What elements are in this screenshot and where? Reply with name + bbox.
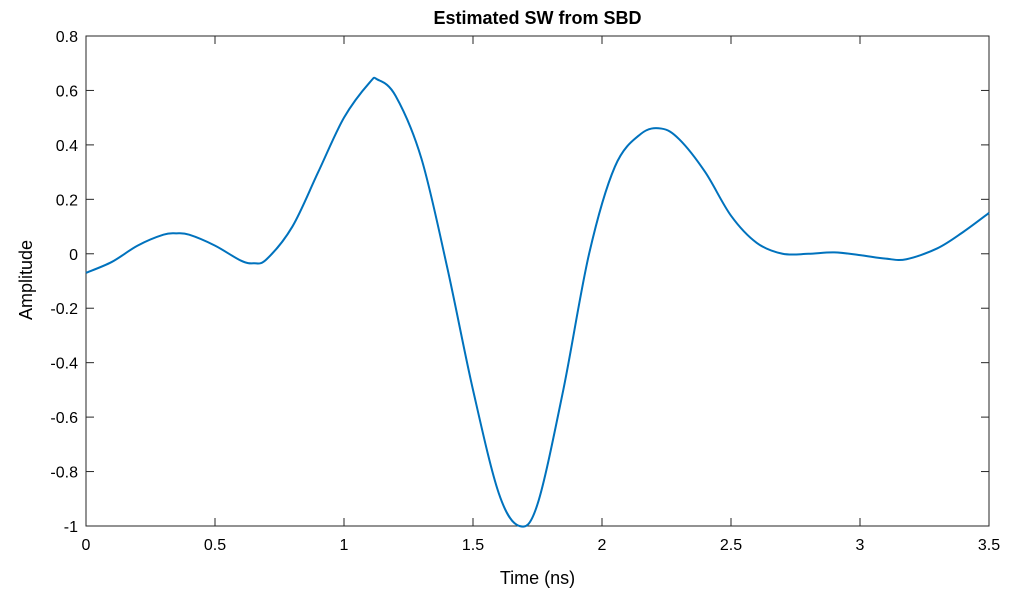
x-axis-label: Time (ns) [500, 568, 575, 588]
x-tick-label: 3 [856, 537, 865, 554]
x-tick-label: 3.5 [978, 537, 1000, 554]
x-tick-label: 1 [340, 537, 349, 554]
y-tick-label: -0.8 [50, 465, 78, 482]
y-tick-label: -0.4 [50, 356, 78, 373]
x-tick-label: 2.5 [720, 537, 742, 554]
y-tick-label: 0.4 [56, 138, 78, 155]
x-tick-label: 2 [598, 537, 607, 554]
chart-title: Estimated SW from SBD [433, 8, 641, 28]
y-tick-label: -0.2 [50, 301, 78, 318]
plot-area: 0 0.5 1 1.5 2 2.5 3 3.5 -1 -0.8 -0.6 -0.4 -0.2 0 0.2 0.… [50, 29, 1000, 554]
y-tick-label: -1 [64, 519, 78, 536]
axes-box [85, 35, 990, 527]
y-tick-label: 0.8 [56, 29, 78, 46]
y-tick-label: 0.6 [56, 83, 78, 100]
data-line [85, 76, 990, 528]
x-tick-label: 1.5 [462, 537, 484, 554]
x-tick-label: 0 [82, 537, 91, 554]
y-tick-label: -0.6 [50, 410, 78, 427]
y-axis-label: Amplitude [16, 240, 36, 320]
x-tick-label: 0.5 [204, 537, 226, 554]
y-tick-label: 0 [69, 247, 78, 264]
y-tick-label: 0.2 [56, 192, 78, 209]
